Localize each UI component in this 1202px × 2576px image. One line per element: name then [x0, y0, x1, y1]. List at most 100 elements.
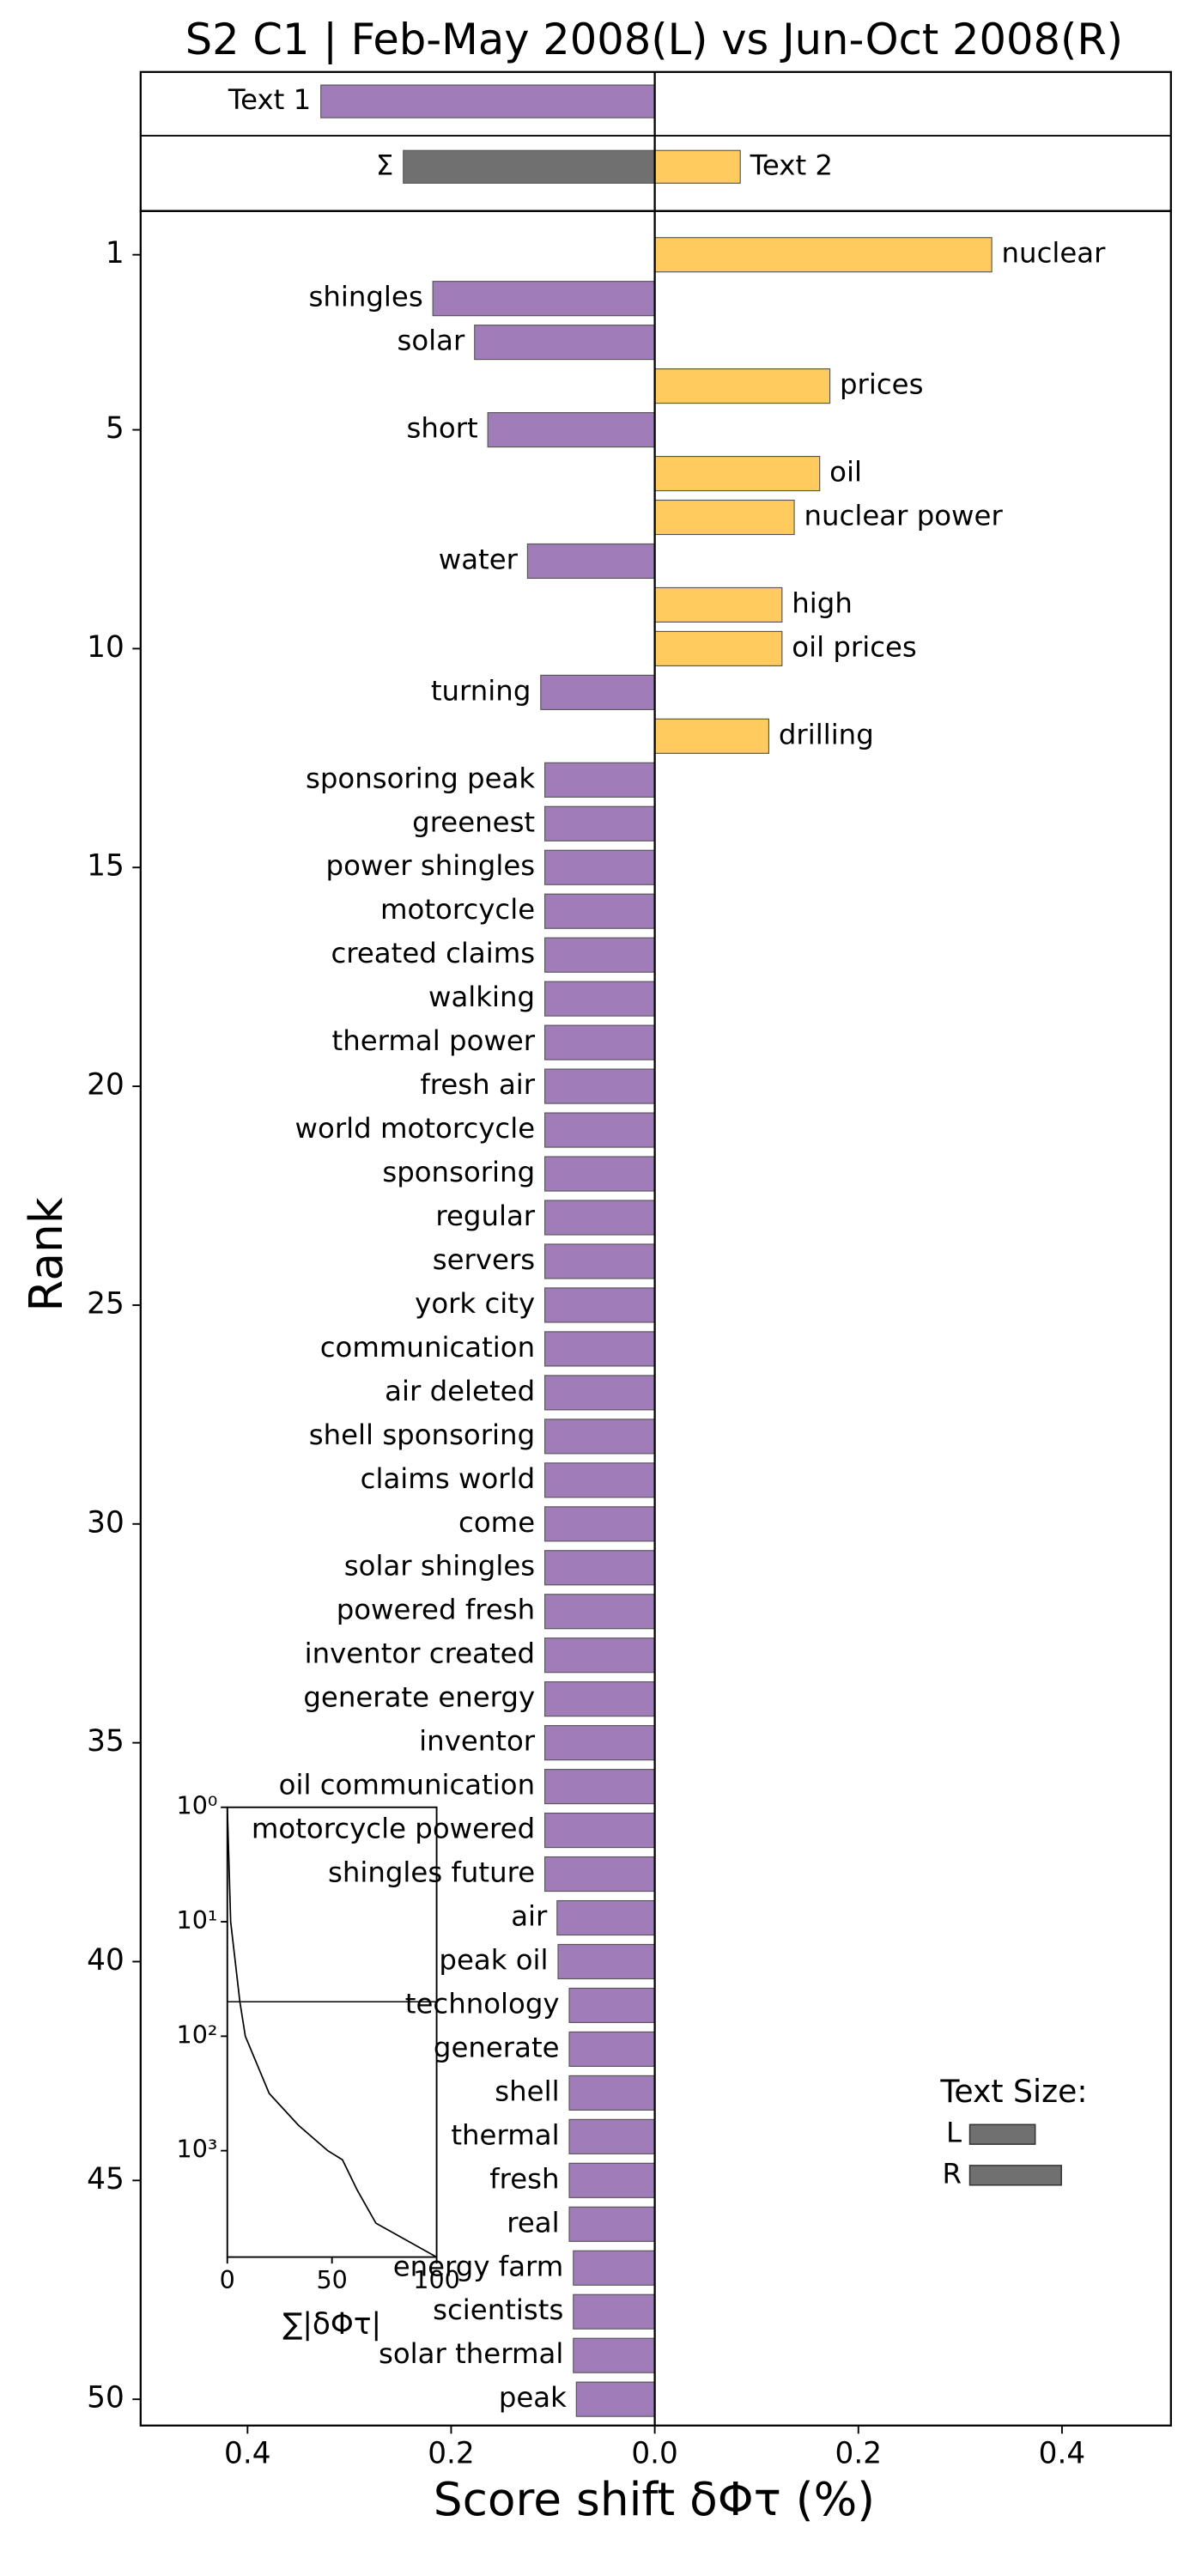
- word-label: greenest: [412, 805, 535, 838]
- bar: [543, 1506, 656, 1542]
- bar: [654, 630, 783, 666]
- summary-label: Text 1: [228, 83, 311, 116]
- bar: [543, 805, 656, 841]
- bar: [543, 1112, 656, 1148]
- bar: [543, 1550, 656, 1586]
- y-tick-label: 10: [87, 630, 124, 665]
- bar: [543, 849, 656, 885]
- y-tick-label: 35: [87, 1724, 124, 1759]
- word-label: regular: [435, 1200, 535, 1232]
- word-label: peak: [499, 2381, 567, 2414]
- text-size-title: Text Size:: [939, 2073, 1087, 2110]
- word-label: oil: [829, 456, 862, 489]
- bar: [543, 1725, 656, 1761]
- x-tick-label: 0.0: [631, 2437, 677, 2471]
- word-label: come: [458, 1506, 535, 1539]
- inset-curve: [226, 1807, 437, 2258]
- inset-x-tick-label: 100: [413, 2265, 460, 2294]
- bar: [540, 674, 656, 710]
- word-label: powered fresh: [337, 1594, 535, 1626]
- x-tick-label: 0.2: [835, 2437, 882, 2471]
- bar: [654, 499, 795, 536]
- y-tick-label: 40: [87, 1943, 124, 1978]
- summary-bar: [320, 84, 656, 118]
- word-label: real: [507, 2206, 559, 2239]
- word-label: air: [511, 1900, 548, 1933]
- word-label: prices: [840, 368, 923, 401]
- bar: [543, 1243, 656, 1279]
- word-label: oil communication: [279, 1769, 535, 1801]
- x-axis-label: Score shift δΦτ (%): [434, 2472, 875, 2526]
- bar: [543, 1813, 656, 1849]
- word-label: solar: [397, 325, 465, 357]
- y-tick-label: 30: [87, 1505, 124, 1540]
- bar: [543, 1681, 656, 1717]
- bar: [543, 1769, 656, 1805]
- word-label: oil prices: [792, 630, 917, 663]
- word-label: motorcycle: [380, 893, 535, 926]
- bar: [654, 718, 770, 754]
- text-size-label: R: [943, 2157, 962, 2190]
- bar: [526, 543, 656, 580]
- word-label: drilling: [779, 718, 874, 750]
- summary-bar: [654, 149, 741, 184]
- chart-title: S2 C1 | Feb-May 2008(L) vs Jun-Oct 2008(…: [185, 15, 1123, 64]
- word-label: nuclear: [1002, 237, 1107, 270]
- word-label: high: [792, 586, 853, 619]
- word-label: generate: [434, 2031, 560, 2063]
- bar: [543, 937, 656, 973]
- bar: [654, 237, 993, 273]
- bar: [543, 1462, 656, 1498]
- word-label: sponsoring peak: [306, 762, 535, 794]
- word-label: thermal power: [332, 1024, 536, 1057]
- y-tick-label: 1: [106, 236, 124, 270]
- bar: [543, 1856, 656, 1893]
- word-label: peak oil: [439, 1943, 548, 1976]
- text-size-bar: [968, 2123, 1036, 2145]
- summary-bar: [403, 149, 656, 184]
- inset-x-label: ∑|δΦτ|: [282, 2307, 381, 2342]
- bar: [543, 893, 656, 929]
- word-label: fresh air: [420, 1068, 535, 1101]
- word-label: inventor created: [305, 1637, 536, 1670]
- y-tick-label: 5: [106, 411, 124, 446]
- inset-y-tick-label: 10⁰: [177, 1791, 218, 1820]
- word-label: servers: [433, 1243, 535, 1276]
- bar: [573, 2250, 656, 2286]
- inset-y-tick-label: 10²: [177, 2020, 218, 2049]
- x-tick-label: 0.2: [428, 2437, 474, 2471]
- bar: [543, 1637, 656, 1674]
- word-label: motorcycle powered: [252, 1813, 535, 1845]
- bar: [543, 1375, 656, 1411]
- bar: [557, 1943, 656, 1980]
- summary-label: Text 2: [750, 149, 833, 181]
- word-label: technology: [405, 1987, 560, 2020]
- y-tick-label: 15: [87, 849, 124, 884]
- bar: [543, 1419, 656, 1455]
- bar: [543, 762, 656, 798]
- bar: [474, 325, 656, 361]
- word-label: shell sponsoring: [309, 1419, 535, 1451]
- bar: [543, 1068, 656, 1104]
- x-tick-label: 0.4: [224, 2437, 271, 2471]
- word-label: air deleted: [385, 1375, 535, 1407]
- bar: [543, 981, 656, 1017]
- inset-x-tick-label: 50: [316, 2265, 347, 2294]
- word-label: world motorcycle: [295, 1112, 536, 1145]
- y-tick-label: 50: [87, 2381, 124, 2415]
- word-label: short: [407, 412, 478, 445]
- inset-y-tick-label: 10¹: [177, 1905, 218, 1935]
- bar: [543, 1594, 656, 1630]
- bar: [568, 1987, 656, 2024]
- word-label: scientists: [433, 2293, 563, 2326]
- word-label: claims world: [361, 1462, 535, 1495]
- word-label: solar thermal: [379, 2337, 563, 2370]
- text-size-label: L: [946, 2117, 962, 2149]
- word-label: power shingles: [326, 849, 536, 882]
- bar: [568, 2031, 656, 2067]
- bar: [543, 1287, 656, 1323]
- y-tick-label: 25: [87, 1286, 124, 1321]
- word-label: shingles: [308, 281, 422, 313]
